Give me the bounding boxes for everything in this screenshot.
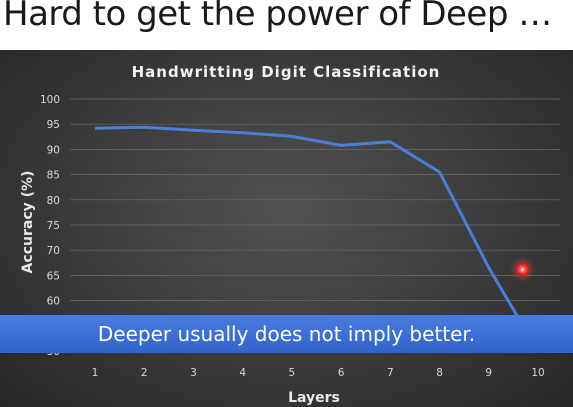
y-tick-label: 60 xyxy=(47,296,60,308)
y-tick-label: 100 xyxy=(40,94,60,106)
slide-title: Hard to get the power of Deep … xyxy=(3,0,552,34)
laser-pointer-dot xyxy=(516,263,529,276)
x-tick-label: 9 xyxy=(485,367,492,379)
x-tick-label: 3 xyxy=(190,367,197,379)
y-tick-label: 75 xyxy=(47,220,60,232)
x-tick-label: 8 xyxy=(436,367,443,379)
x-tick-labels: 1 2 3 4 5 6 7 8 9 10 xyxy=(92,367,545,379)
x-tick-label: 10 xyxy=(531,367,544,379)
y-tick-label: 80 xyxy=(47,195,60,207)
line-chart: Handwritting Digit Classification 100959… xyxy=(20,63,560,406)
caption-banner: Deeper usually does not imply better. xyxy=(0,315,573,353)
x-axis-label: Layers xyxy=(288,390,340,406)
y-tick-label: 90 xyxy=(47,144,60,156)
y-tick-label: 65 xyxy=(47,270,60,282)
x-tick-label: 2 xyxy=(141,367,148,379)
x-tick-label: 5 xyxy=(289,367,296,379)
chart-title: Handwritting Digit Classification xyxy=(132,63,441,81)
x-tick-label: 6 xyxy=(338,367,345,379)
y-tick-label: 70 xyxy=(47,245,60,257)
y-axis-label: Accuracy (%) xyxy=(20,171,36,274)
chart-panel: Handwritting Digit Classification 100 95 9… xyxy=(0,50,573,407)
caption-text: Deeper usually does not imply better. xyxy=(97,322,476,346)
x-tick-label: 4 xyxy=(239,367,246,379)
x-tick-label: 7 xyxy=(387,367,394,379)
x-tick-label: 1 xyxy=(92,367,99,379)
y-tick-labels: 10095908580757065605550 xyxy=(40,94,60,358)
y-tick-label: 85 xyxy=(47,170,60,182)
y-tick-label: 95 xyxy=(47,119,60,131)
series-line xyxy=(94,125,540,352)
gridlines xyxy=(70,98,560,352)
